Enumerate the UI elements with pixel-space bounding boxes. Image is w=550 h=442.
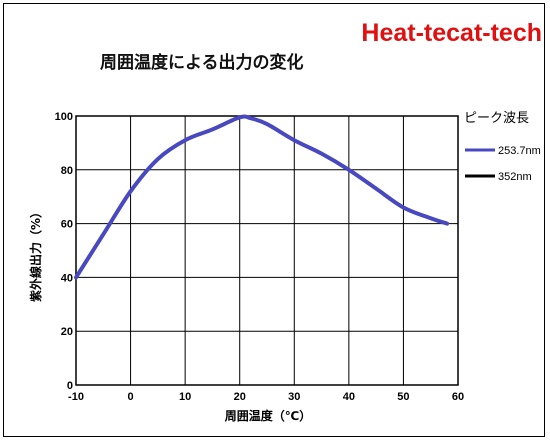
y-tick-labels: 0 20 40 60 80 100 — [55, 111, 73, 392]
x-tick-labels: -10 0 10 20 30 40 50 60 — [68, 391, 464, 403]
x-tick-label: 30 — [288, 391, 300, 403]
plot-area — [75, 115, 459, 386]
y-tick-label: 100 — [55, 111, 73, 123]
chart-frame: Heat-tecat-tech 周囲温度による出力の変化 -10 0 10 20 30 4… — [3, 3, 545, 437]
x-tick-label: -10 — [68, 391, 84, 403]
x-tick-label: 60 — [452, 391, 464, 403]
legend-label: 352nm — [498, 171, 532, 183]
x-tick-label: 40 — [343, 391, 355, 403]
uv-output-chart: Heat-tecat-tech 周囲温度による出力の変化 -10 0 10 20 30 4… — [28, 19, 542, 423]
y-axis-label: 紫外線出力（%） — [28, 206, 43, 302]
x-tick-label: 0 — [128, 391, 134, 403]
series-lines — [74, 114, 450, 280]
x-tick-label: 10 — [179, 391, 191, 403]
y-tick-label: 20 — [61, 326, 73, 338]
y-tick-label: 80 — [61, 165, 73, 177]
y-tick-label: 60 — [61, 219, 73, 231]
brand-logo-text: Heat-tecat-tech — [361, 19, 542, 47]
legend-title: ピーク波長 — [464, 111, 529, 126]
x-tick-label: 20 — [234, 391, 246, 403]
x-axis-label: 周囲温度（℃） — [225, 408, 312, 423]
y-tick-label: 0 — [67, 380, 73, 392]
chart-title: 周囲温度による出力の変化 — [100, 52, 304, 73]
legend-label: 253.7nm — [498, 145, 541, 157]
y-tick-label: 40 — [61, 272, 73, 284]
x-tick-label: 50 — [397, 391, 409, 403]
legend: 253.7nm 352nm — [465, 145, 541, 183]
grid-lines — [75, 115, 459, 386]
series-line-253.7nm — [74, 114, 450, 280]
